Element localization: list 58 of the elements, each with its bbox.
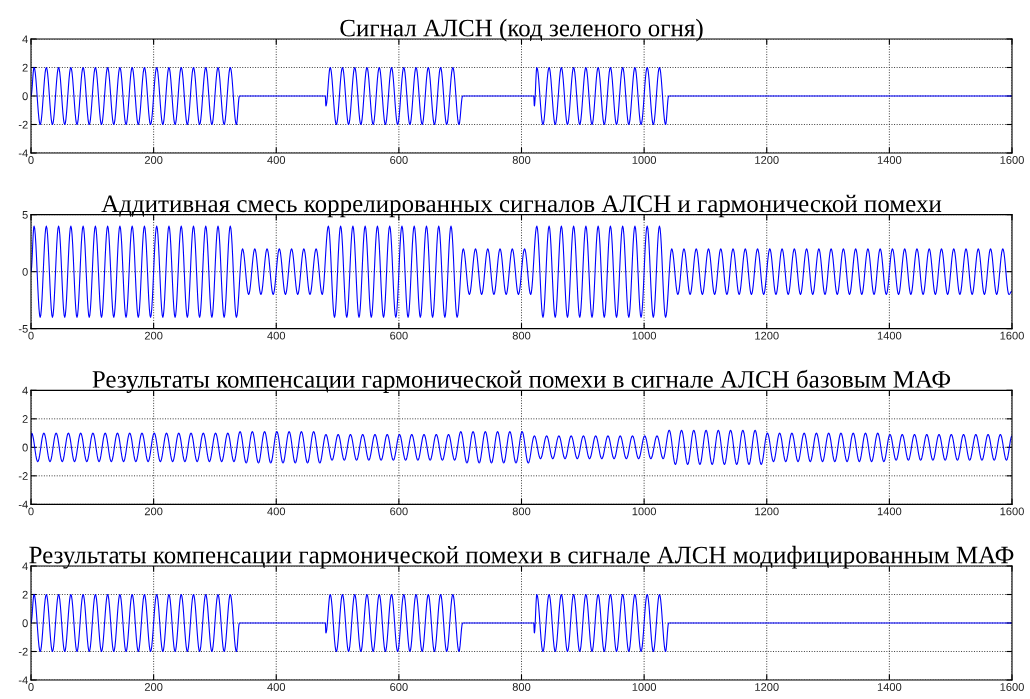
x-tick-label: 1400 [877,683,902,691]
x-tick-label: 400 [267,683,286,691]
x-tick-label: 600 [390,331,408,340]
x-tick-label: 1200 [755,331,779,340]
x-tick-label: 1400 [877,507,902,516]
x-tick-label: 1200 [755,683,779,691]
y-tick-label: 2 [22,415,28,423]
x-tick-label: 600 [390,156,408,164]
y-tick-label: 4 [22,562,28,571]
chart-title: Аддитивная смесь коррелированных сигналов АЛСН и гармонической помехи [101,194,942,218]
y-tick-label: 4 [22,35,28,44]
x-tick-label: 600 [390,507,408,516]
x-tick-label: 200 [144,331,163,340]
y-tick-label: -4 [18,500,28,509]
y-tick-label: -2 [18,472,28,480]
x-tick-label: 1000 [632,507,657,516]
chart-title: Сигнал АЛСН (код зеленого огня) [340,18,703,42]
x-tick-label: 600 [390,683,408,691]
x-tick-label: 1000 [632,331,657,340]
x-tick-label: 1600 [1000,156,1024,164]
y-tick-label: 2 [22,63,28,72]
y-tick-label: 0 [22,267,28,276]
x-tick-label: 200 [144,156,163,164]
x-tick-label: 1200 [755,507,779,516]
x-tick-label: 800 [512,507,531,516]
x-tick-label: 1600 [1000,331,1024,340]
x-tick-label: 400 [267,156,286,164]
y-tick-label: -4 [18,149,28,158]
y-tick-label: -2 [18,120,28,129]
x-tick-label: 0 [28,683,34,691]
x-tick-label: 800 [512,683,531,691]
x-tick-label: 400 [267,507,286,516]
x-tick-label: 1200 [755,156,779,164]
y-tick-label: 0 [22,92,28,101]
y-tick-label: 2 [22,590,28,599]
x-tick-label: 1400 [877,156,902,164]
y-tick-label: -2 [18,647,28,656]
x-tick-label: 200 [144,507,163,516]
y-tick-label: 0 [22,443,28,452]
y-tick-label: -4 [18,676,28,685]
x-tick-label: 1000 [632,683,657,691]
y-tick-label: 5 [22,211,28,219]
y-tick-label: 0 [22,619,28,628]
x-tick-label: 200 [144,683,163,691]
chart-title: Результаты компенсации гармонической помехи в сигнале АЛСН модифицированным МАФ [29,545,1014,569]
x-tick-label: 400 [267,331,286,340]
x-tick-label: 1400 [877,331,902,340]
x-tick-label: 800 [512,156,531,164]
x-tick-label: 800 [512,331,531,340]
y-tick-label: 4 [22,386,28,395]
chart-title: Результаты компенсации гармонической помехи в сигнале АЛСН базовым МАФ [92,369,951,393]
x-tick-label: 0 [28,331,34,340]
x-tick-label: 1600 [1000,683,1024,691]
x-tick-label: 1600 [1000,507,1024,516]
x-tick-label: 0 [28,156,34,164]
y-tick-label: -5 [18,325,28,333]
x-tick-label: 0 [28,507,34,516]
x-tick-label: 1000 [632,156,657,164]
